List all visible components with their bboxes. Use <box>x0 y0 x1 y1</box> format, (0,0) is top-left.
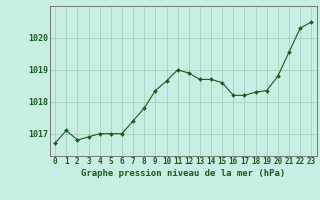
X-axis label: Graphe pression niveau de la mer (hPa): Graphe pression niveau de la mer (hPa) <box>81 169 285 178</box>
